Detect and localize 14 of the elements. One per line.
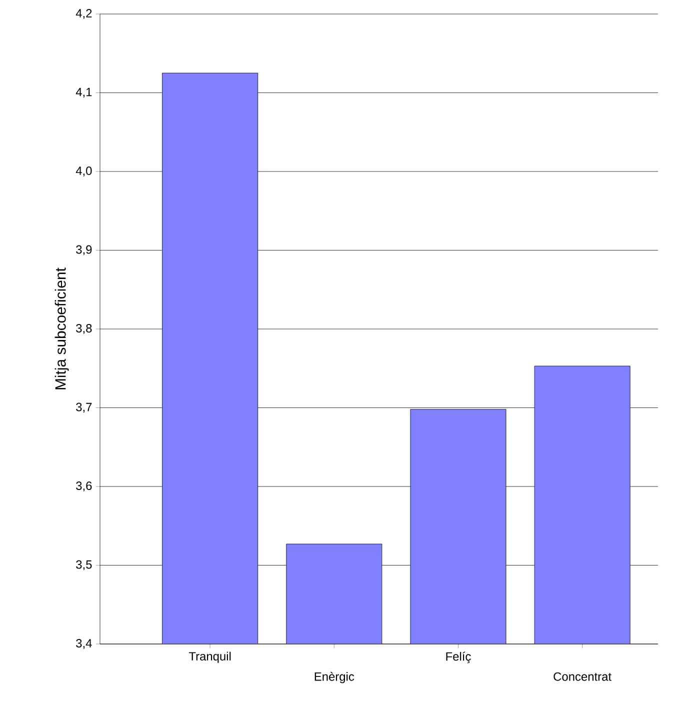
y-tick-label: 4,1 <box>76 88 92 98</box>
y-tick-label: 3,9 <box>76 245 92 256</box>
y-tick-label: 4,2 <box>76 9 92 19</box>
y-axis-title: Mitja subcoeficient <box>54 268 69 390</box>
y-tick-label: 3,4 <box>76 639 92 649</box>
x-tick-label: Tranquil <box>188 652 231 663</box>
y-tick-label: 3,6 <box>76 482 92 492</box>
y-tick-label: 3,5 <box>76 560 92 570</box>
y-tick-label: 3,8 <box>76 324 92 334</box>
x-tick-label: Felíç <box>446 652 471 664</box>
y-tick-label: 3,7 <box>76 402 92 413</box>
x-tick-label: Concentrat <box>554 672 612 681</box>
x-tick-label: Enèrgic <box>314 672 354 684</box>
y-tick-label: 4,0 <box>76 166 92 176</box>
